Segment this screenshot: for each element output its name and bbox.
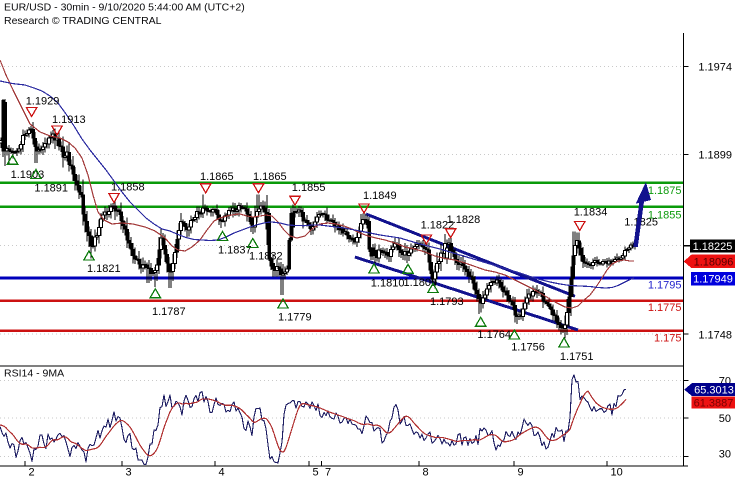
svg-text:1.1787: 1.1787: [152, 306, 186, 318]
svg-text:1.1913: 1.1913: [52, 114, 86, 126]
svg-text:1.17949: 1.17949: [693, 274, 733, 286]
svg-text:1.1775: 1.1775: [648, 302, 682, 314]
svg-text:1.1855: 1.1855: [648, 209, 682, 221]
svg-text:61.3887: 61.3887: [694, 397, 734, 409]
svg-text:1.1849: 1.1849: [363, 190, 397, 202]
svg-text:1.1858: 1.1858: [111, 182, 145, 194]
svg-text:EUR/USD - 30min - 9/10/2020 5:: EUR/USD - 30min - 9/10/2020 5:44:00 AM (…: [4, 2, 245, 14]
svg-text:1.1834: 1.1834: [574, 207, 608, 219]
svg-text:7: 7: [325, 467, 331, 479]
svg-text:2: 2: [29, 467, 35, 479]
svg-text:1.1809: 1.1809: [404, 277, 438, 289]
svg-text:1.1899: 1.1899: [698, 150, 732, 162]
svg-text:1.1793: 1.1793: [430, 296, 464, 308]
svg-text:1.1865: 1.1865: [253, 171, 287, 183]
svg-text:1.1795: 1.1795: [648, 280, 682, 292]
svg-text:RSI14 - 9MA: RSI14 - 9MA: [4, 368, 64, 380]
svg-text:1.1756: 1.1756: [511, 341, 545, 353]
svg-text:1.1828: 1.1828: [447, 214, 481, 226]
svg-text:3: 3: [126, 467, 132, 479]
svg-text:10: 10: [611, 467, 623, 479]
svg-text:1.175: 1.175: [654, 333, 682, 345]
svg-text:1.1929: 1.1929: [26, 96, 60, 108]
svg-text:1.1832: 1.1832: [249, 250, 283, 262]
svg-text:1.1837: 1.1837: [218, 245, 252, 257]
svg-text:1.1748: 1.1748: [698, 330, 732, 342]
svg-text:65.3013: 65.3013: [694, 384, 734, 396]
svg-text:1.1764: 1.1764: [477, 329, 511, 341]
svg-text:1.1875: 1.1875: [648, 185, 682, 197]
svg-text:1.1855: 1.1855: [292, 182, 326, 194]
svg-text:1.1974: 1.1974: [698, 62, 732, 74]
svg-text:9: 9: [518, 467, 524, 479]
svg-text:50: 50: [719, 413, 731, 425]
svg-text:1.1810: 1.1810: [371, 278, 405, 290]
svg-text:8: 8: [423, 467, 429, 479]
svg-text:1.1865: 1.1865: [200, 171, 234, 183]
svg-text:4: 4: [219, 467, 225, 479]
svg-text:1.1779: 1.1779: [278, 312, 312, 324]
svg-text:Research © TRADING CENTRAL: Research © TRADING CENTRAL: [4, 15, 162, 27]
svg-text:1.1891: 1.1891: [34, 183, 68, 195]
svg-text:1.1821: 1.1821: [87, 263, 121, 275]
svg-text:1.1751: 1.1751: [560, 351, 594, 363]
svg-text:5: 5: [313, 467, 319, 479]
svg-text:30: 30: [719, 449, 731, 461]
svg-text:1.18096: 1.18096: [694, 256, 734, 268]
svg-text:1.18225: 1.18225: [693, 241, 733, 253]
